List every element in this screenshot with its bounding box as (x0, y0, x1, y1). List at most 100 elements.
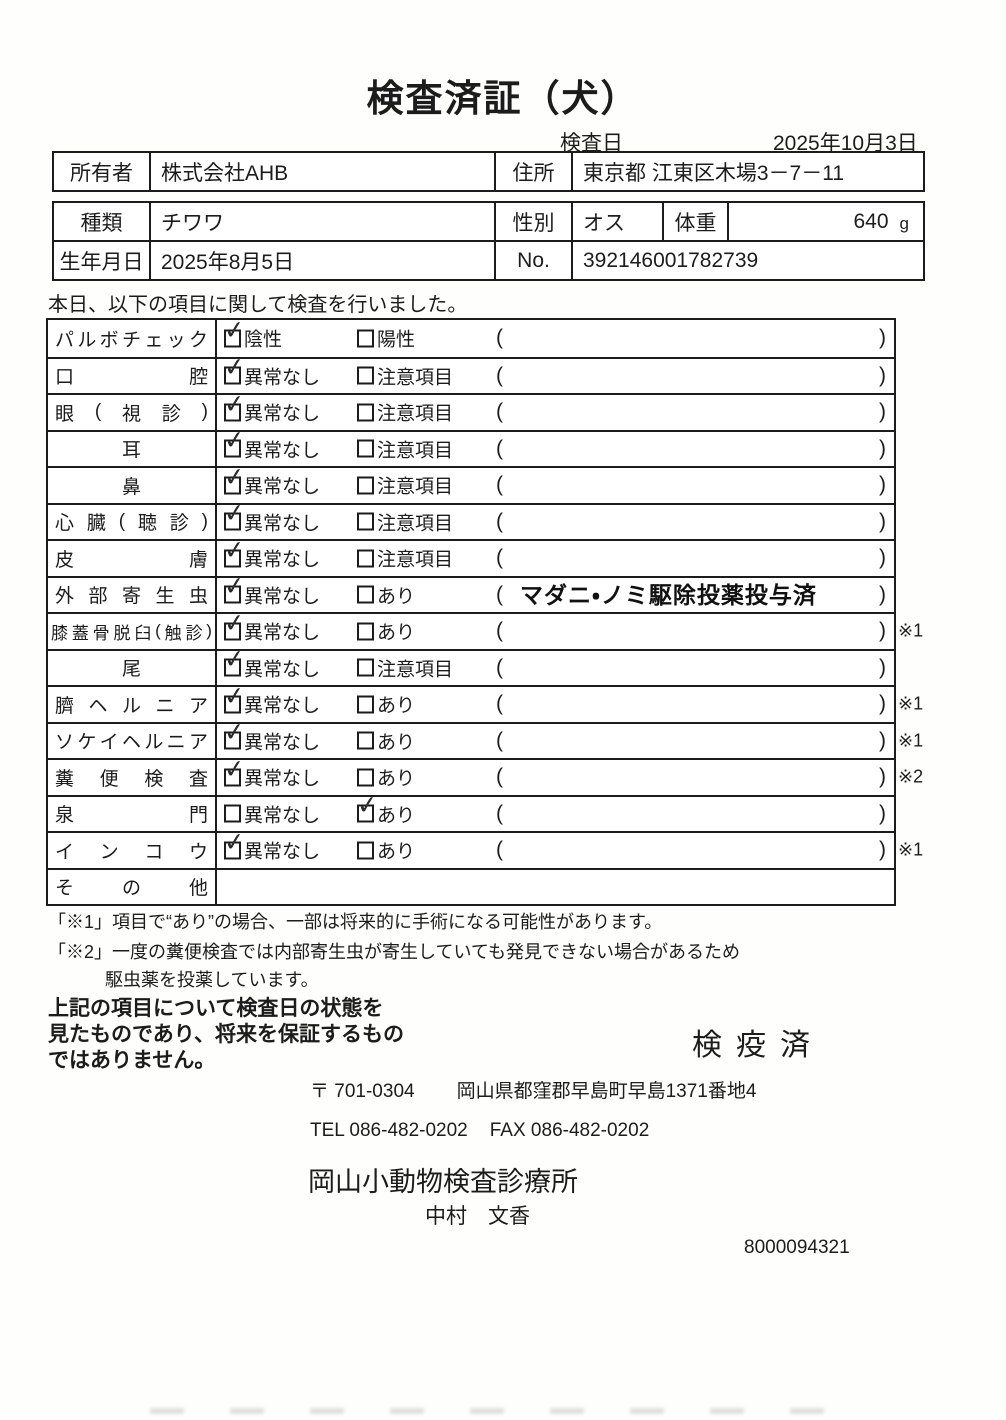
option-2: 注意項目 (357, 545, 453, 572)
option-2: あり (357, 837, 415, 864)
treatment-stamp-note: マダニ・ノミ駆除投薬投与済 (520, 582, 817, 609)
option-1: ✓ 異常なし (223, 426, 321, 462)
item-char: 他 (188, 878, 208, 900)
reference-mark: ※1 (898, 620, 924, 641)
handwritten-check-icon: ✓ (222, 827, 247, 858)
item-char: 便 (99, 768, 119, 790)
clinic-name: 岡山小動物検査診療所 (308, 1167, 578, 1197)
checkbox-checked: ✓ (223, 827, 246, 860)
checkbox-unchecked (357, 439, 374, 458)
option-1: ✓ 異常なし (223, 608, 320, 645)
handwritten-check-icon: ✓ (222, 462, 247, 493)
checklist-row-body: ✓ 異常なし 注意項目 () (217, 535, 894, 576)
note-paren-open: ( (496, 692, 503, 716)
sex-label: 性別 (496, 203, 573, 240)
item-char: 虫 (188, 586, 208, 608)
checkbox-checked: ✓ (223, 353, 246, 385)
item-char: ニ (166, 732, 186, 754)
checklist-row-body: ✓ 異常なし 注意項目 () (217, 426, 894, 467)
checkbox-unchecked (357, 476, 374, 495)
disclaimer-line: ではありません。 (48, 1049, 216, 1072)
checklist-row-body: ✓ 異常なし あり () (217, 827, 894, 868)
intro-sentence: 本日、以下の項目に関して検査を行いました。 (48, 294, 468, 316)
note-paren-open: ( (496, 473, 503, 497)
checklist-item-label: 口腔 (48, 358, 217, 393)
note-paren-close: ) (879, 765, 886, 789)
item-char: 生 (155, 586, 175, 608)
option-2: 注意項目 (357, 472, 453, 499)
note-paren-close: ) (879, 546, 886, 570)
option-label: 注意項目 (377, 476, 454, 498)
checkbox-checked: ✓ (223, 389, 246, 422)
disclaimer-line: 見たものであり、将来を保証するもの (48, 1023, 404, 1046)
item-char: ボ (99, 329, 119, 351)
document-title: 検査済証（犬） (366, 78, 640, 119)
note-paren-close: ) (879, 838, 886, 862)
checklist-row: パルボチェック ✓ 陰性 陽性() (48, 315, 894, 357)
item-char: の (121, 878, 141, 900)
breed-value: チワワ (151, 203, 496, 240)
handwritten-check-icon: ✓ (355, 790, 380, 821)
option-label: あり (377, 805, 416, 827)
checklist-row-body: ✓ 異常なし あり () マダニ・ノミ駆除投薬投与済 (217, 572, 894, 613)
option-1: 異常なし (224, 800, 320, 827)
weight-number: 640 (853, 209, 889, 233)
item-char: 門 (188, 805, 208, 827)
checklist-row: イ ン コ ウ ✓ 異常なし あり () ※1 (48, 827, 923, 868)
checkbox-unchecked (357, 731, 374, 750)
option-label: あり (377, 768, 416, 790)
note-paren-open: ( (496, 655, 503, 679)
item-char: 診 (169, 513, 189, 535)
option-label: 注意項目 (377, 659, 454, 681)
item-char: 聴 (137, 513, 157, 535)
item-char: ル (77, 329, 97, 351)
checkbox-checked: ✓ (356, 791, 379, 823)
checklist-item-label: インコウ (48, 833, 217, 868)
item-char: ) (206, 621, 212, 641)
item-char: パ (55, 329, 75, 351)
item-char: ニ (155, 695, 175, 717)
checkbox-unchecked (357, 403, 374, 422)
table-row: 種類 チワワ 性別 オス 体重 640 g (54, 203, 923, 240)
option-label: 陽性 (377, 329, 416, 351)
reference-mark: ※1 (898, 730, 924, 751)
note-paren-close: ) (879, 801, 886, 825)
checklist-row-body: ✓ 異常なし 注意項目 () (217, 353, 894, 394)
checkbox-unchecked (357, 695, 374, 714)
checkbox-unchecked (357, 622, 374, 641)
option-label: 異常なし (244, 841, 321, 863)
handwritten-check-icon: ✓ (222, 644, 247, 675)
option-label: 異常なし (244, 440, 321, 462)
item-char: 外 (55, 586, 75, 608)
option-1: ✓ 陰性 (223, 315, 282, 352)
option-label: 異常なし (244, 403, 321, 425)
reference-mark: ※1 (898, 693, 924, 714)
item-char: 触 (164, 623, 182, 643)
option-label: あり (377, 695, 416, 717)
checklist-row: 皮膚 ✓ 異常なし 注意項目() (48, 535, 894, 576)
checklist-row: 口腔 ✓ 異常なし 注意項目() (48, 353, 894, 394)
checklist-row-body: ✓ 異常なし 注意項目 () (217, 389, 894, 430)
checkbox-checked: ✓ (223, 681, 246, 714)
owner-table: 所有者 株式会社AHB 住所 東京都 江東区木場3－7－11 (52, 151, 925, 192)
inspection-date-value: 2025年10月3日 (773, 132, 918, 155)
item-char: 診 (185, 623, 203, 643)
reference-mark: ※2 (898, 766, 924, 787)
handwritten-check-icon: ✓ (222, 498, 247, 529)
postal-code: 〒 701-0304 (310, 1081, 415, 1102)
handwritten-check-icon: ✓ (222, 315, 247, 346)
clinic-fax: FAX 086-482-0202 (489, 1120, 650, 1141)
option-label: あり (377, 841, 416, 863)
handwritten-check-icon: ✓ (222, 571, 247, 602)
checklist-row: 尾 ✓ 異常なし 注意項目 () (48, 644, 894, 685)
item-char: 耳 (121, 440, 141, 462)
checklist-row-body: 異常なし ✓ あり () (217, 791, 894, 832)
note-paren-open: ( (496, 546, 503, 570)
no-label: No. (496, 242, 573, 279)
item-char: コ (144, 841, 164, 863)
item-char: 腔 (188, 367, 208, 389)
item-char: 膝 (51, 623, 68, 643)
breed-label: 種類 (54, 203, 151, 240)
checklist-row: 外部寄生虫 ✓ 異常なし あり() マダニ・ノミ駆除投薬投与済 (48, 572, 894, 613)
item-char: ヘ (88, 695, 108, 717)
